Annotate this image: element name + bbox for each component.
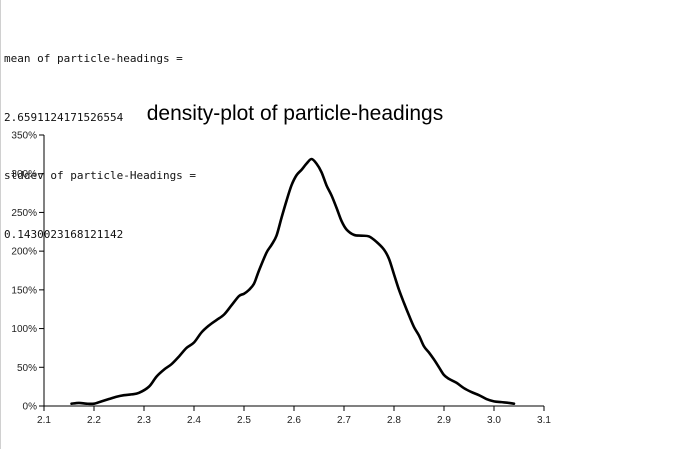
chart-title: density-plot of particle-headings xyxy=(146,102,444,125)
x-tick-label: 2.4 xyxy=(187,415,201,426)
x-tick-label: 3.1 xyxy=(537,415,551,426)
x-tick-label: 2.8 xyxy=(387,415,401,426)
y-tick-label: 300% xyxy=(11,169,37,180)
x-tick-label: 2.5 xyxy=(237,415,251,426)
mean-value: 2.6591124171526554 xyxy=(4,110,124,124)
y-tick-label: 0% xyxy=(23,402,38,413)
y-tick-label: 350% xyxy=(11,131,37,142)
left-border xyxy=(0,0,1,449)
y-tick-label: 100% xyxy=(11,324,37,335)
x-tick-label: 2.7 xyxy=(337,415,351,426)
y-tick-label: 200% xyxy=(11,247,37,258)
x-tick-label: 2.2 xyxy=(87,415,101,426)
chart-axes: 0% 50% 100% 150% 200% 250% 300% 350% 2.1 2.2 2.3 2.… xyxy=(11,131,551,427)
x-tick-label: 2.3 xyxy=(137,415,151,426)
x-tick-label: 2.6 xyxy=(287,415,301,426)
y-tick-label: 150% xyxy=(11,285,37,296)
y-tick-label: 250% xyxy=(11,208,37,219)
stddev-label: stddev of particle-Headings = xyxy=(4,169,197,182)
x-tick-label: 3.0 xyxy=(487,415,501,426)
density-line xyxy=(70,157,516,406)
stats-output: mean of particle-headings = 2.6591124171… xyxy=(4,10,196,283)
mean-label: mean of particle-headings = xyxy=(4,52,183,65)
stddev-value: 0.1430023168121142 xyxy=(4,227,124,241)
x-tick-label: 2.1 xyxy=(37,415,51,426)
x-tick-label: 2.9 xyxy=(437,415,451,426)
y-tick-label: 50% xyxy=(17,363,37,374)
chart-series xyxy=(70,157,516,406)
